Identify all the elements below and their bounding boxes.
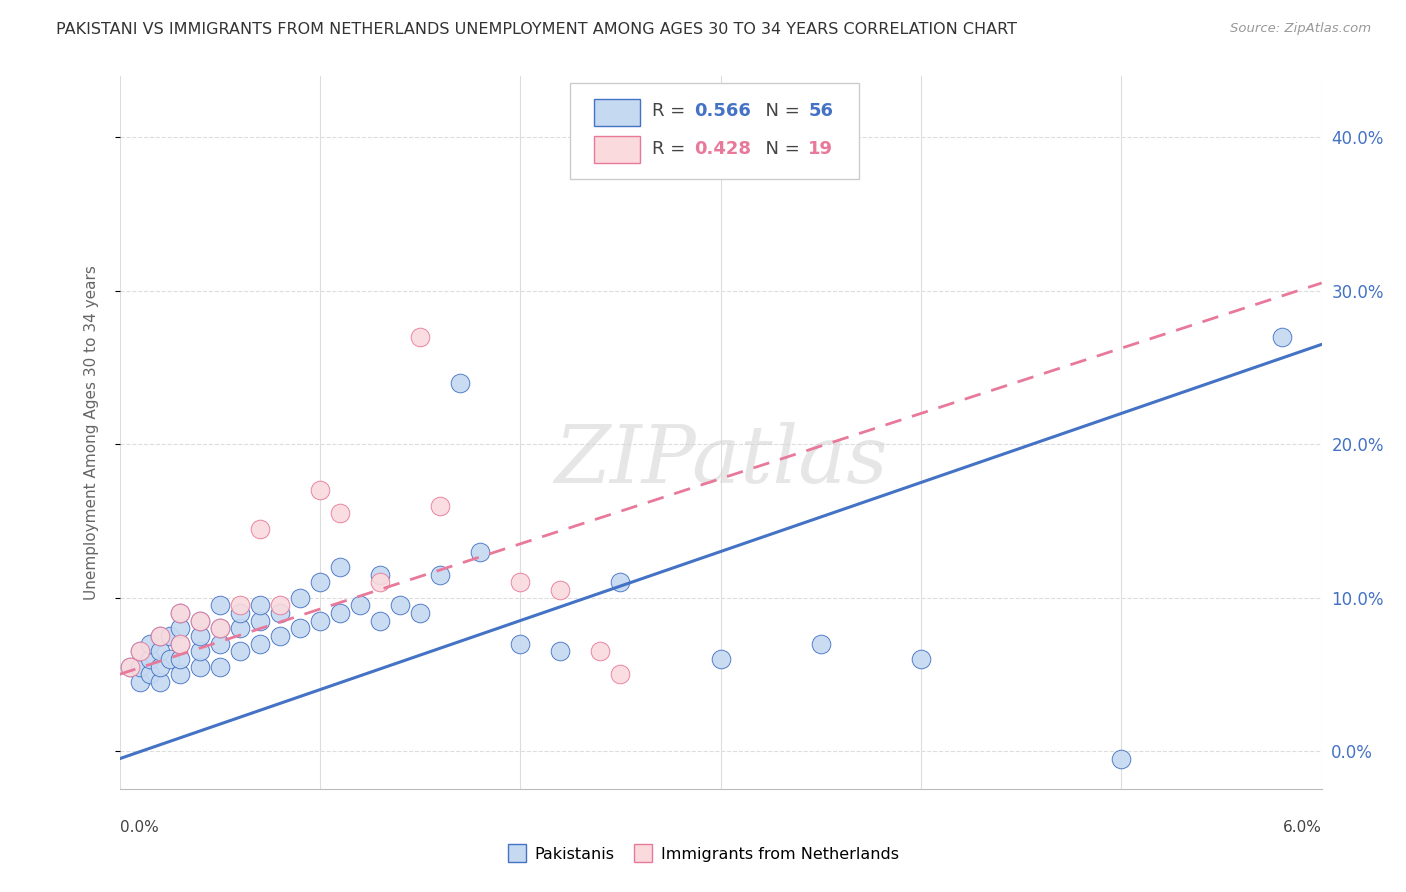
Point xyxy=(309,483,332,498)
Point xyxy=(208,659,231,673)
Point xyxy=(149,659,172,673)
Point xyxy=(249,599,271,613)
Point xyxy=(609,575,631,590)
Point xyxy=(169,667,191,681)
Point xyxy=(208,621,231,635)
Point xyxy=(228,606,252,620)
Point xyxy=(138,637,160,651)
Text: 6.0%: 6.0% xyxy=(1282,821,1322,835)
Point xyxy=(368,567,391,582)
Point xyxy=(138,652,160,666)
Point xyxy=(910,652,932,666)
Point xyxy=(349,599,371,613)
FancyBboxPatch shape xyxy=(595,99,640,126)
Point xyxy=(509,637,531,651)
Text: 0.0%: 0.0% xyxy=(120,821,159,835)
Point xyxy=(169,606,191,620)
Point xyxy=(509,575,531,590)
Point xyxy=(208,637,231,651)
Point xyxy=(329,606,352,620)
Point xyxy=(429,567,451,582)
Point xyxy=(128,644,150,658)
Point xyxy=(149,629,172,643)
FancyBboxPatch shape xyxy=(571,83,859,179)
Point xyxy=(188,659,211,673)
Text: 0.566: 0.566 xyxy=(695,103,751,120)
Point xyxy=(228,621,252,635)
Text: ZIPatlas: ZIPatlas xyxy=(554,423,887,500)
Text: N =: N = xyxy=(754,103,806,120)
Point xyxy=(329,560,352,574)
Point xyxy=(208,599,231,613)
Text: R =: R = xyxy=(652,103,692,120)
Point xyxy=(288,621,311,635)
Point xyxy=(118,659,141,673)
Point xyxy=(118,659,141,673)
Point xyxy=(429,499,451,513)
Text: 56: 56 xyxy=(808,103,834,120)
Point xyxy=(169,637,191,651)
Point xyxy=(169,652,191,666)
Point xyxy=(159,629,181,643)
Point xyxy=(249,522,271,536)
Point xyxy=(388,599,412,613)
Point xyxy=(138,667,160,681)
Point xyxy=(368,575,391,590)
Point xyxy=(128,659,150,673)
Point xyxy=(249,637,271,651)
Text: 19: 19 xyxy=(808,140,834,158)
Point xyxy=(468,544,492,558)
Point xyxy=(548,582,571,597)
Point xyxy=(1271,329,1294,343)
Text: PAKISTANI VS IMMIGRANTS FROM NETHERLANDS UNEMPLOYMENT AMONG AGES 30 TO 34 YEARS : PAKISTANI VS IMMIGRANTS FROM NETHERLANDS… xyxy=(56,22,1017,37)
Point xyxy=(1111,752,1133,766)
Point xyxy=(269,599,291,613)
Point xyxy=(288,591,311,605)
Point xyxy=(149,675,172,690)
Y-axis label: Unemployment Among Ages 30 to 34 years: Unemployment Among Ages 30 to 34 years xyxy=(84,265,98,600)
Point xyxy=(149,644,172,658)
Point xyxy=(188,629,211,643)
Point xyxy=(159,652,181,666)
Point xyxy=(309,614,332,628)
FancyBboxPatch shape xyxy=(595,136,640,163)
Point xyxy=(810,637,832,651)
Point xyxy=(128,644,150,658)
Text: N =: N = xyxy=(754,140,806,158)
Point xyxy=(269,606,291,620)
Point xyxy=(368,614,391,628)
Point xyxy=(249,614,271,628)
Point xyxy=(409,329,432,343)
Point xyxy=(609,667,631,681)
Point xyxy=(269,629,291,643)
Point xyxy=(169,621,191,635)
Point xyxy=(228,644,252,658)
Text: Source: ZipAtlas.com: Source: ZipAtlas.com xyxy=(1230,22,1371,36)
Point xyxy=(128,675,150,690)
Point xyxy=(149,629,172,643)
Point xyxy=(449,376,471,390)
Text: 0.428: 0.428 xyxy=(695,140,751,158)
Point xyxy=(309,575,332,590)
Legend: Pakistanis, Immigrants from Netherlands: Pakistanis, Immigrants from Netherlands xyxy=(501,840,905,868)
Point xyxy=(589,644,612,658)
Point xyxy=(169,637,191,651)
Point xyxy=(228,599,252,613)
Point xyxy=(188,644,211,658)
Text: R =: R = xyxy=(652,140,692,158)
Point xyxy=(188,614,211,628)
Point xyxy=(208,621,231,635)
Point xyxy=(548,644,571,658)
Point xyxy=(409,606,432,620)
Point xyxy=(188,614,211,628)
Point xyxy=(329,506,352,520)
Point xyxy=(169,606,191,620)
Point xyxy=(709,652,731,666)
